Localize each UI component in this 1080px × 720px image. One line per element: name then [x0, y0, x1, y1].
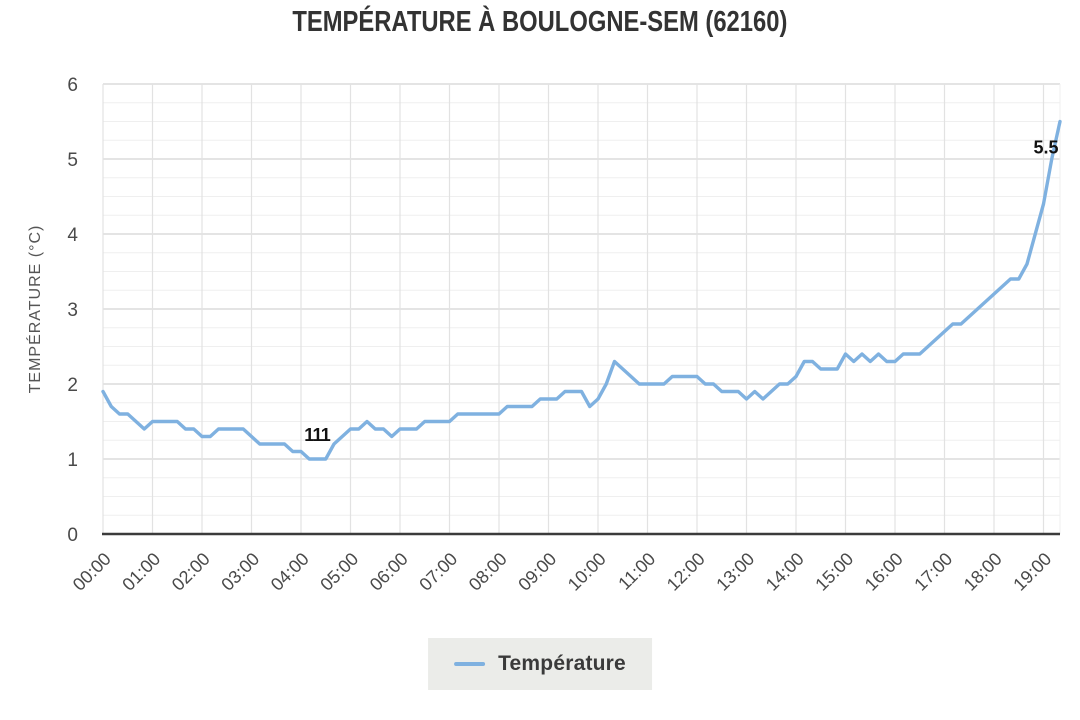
x-axis-tick-labels: 00:00 01:00 02:00 03:00 04:00 05:00 06:00 07:00…	[69, 549, 1055, 595]
x-tick-label: 02:00	[168, 549, 214, 595]
x-tick-label: 08:00	[465, 549, 511, 595]
y-axis-tick-labels: 0 1 2 3 4 5 6	[67, 75, 78, 546]
data-label: 1	[304, 425, 314, 445]
x-tick-label: 06:00	[366, 549, 412, 595]
y-tick-label: 0	[67, 525, 78, 546]
x-tick-label: 18:00	[960, 549, 1006, 595]
x-tick-label: 12:00	[663, 549, 709, 595]
x-tick-label: 19:00	[1009, 549, 1055, 595]
x-tick-label: 10:00	[564, 549, 610, 595]
legend-label: Température	[498, 652, 626, 675]
y-tick-label: 3	[67, 300, 78, 321]
data-label: 1	[321, 425, 331, 445]
chart-title-text: TEMPÉRATURE À BOULOGNE-SEM (62160)	[292, 6, 788, 38]
x-tick-label: 13:00	[712, 549, 758, 595]
x-tick-label: 01:00	[118, 549, 164, 595]
x-tick-label: 00:00	[69, 549, 115, 595]
temperature-line-icon	[454, 662, 486, 666]
x-tick-label: 16:00	[861, 549, 907, 595]
temperature-series-line[interactable]	[101, 119, 1062, 461]
x-tick-label: 17:00	[910, 549, 956, 595]
x-tick-label: 03:00	[217, 549, 263, 595]
y-tick-label: 2	[67, 375, 78, 396]
x-tick-label: 04:00	[267, 549, 313, 595]
data-label: 5.5	[1033, 138, 1058, 158]
data-label: 1	[312, 425, 322, 445]
y-tick-label: 1	[67, 450, 78, 471]
y-tick-label: 5	[67, 150, 78, 171]
chart-legend: Température	[428, 638, 652, 690]
x-tick-label: 09:00	[514, 549, 560, 595]
legend-item-temperature[interactable]: Température	[454, 652, 626, 676]
gridlines	[102, 83, 1061, 534]
x-tick-label: 14:00	[762, 549, 808, 595]
x-tick-label: 05:00	[316, 549, 362, 595]
y-axis-title: TEMPÉRATURE (°C)	[25, 225, 44, 394]
chart-title: TEMPÉRATURE À BOULOGNE-SEM (62160)	[0, 6, 1080, 39]
y-tick-label: 6	[67, 75, 78, 96]
x-tick-label: 07:00	[415, 549, 461, 595]
x-tick-label: 11:00	[614, 549, 659, 594]
y-tick-label: 4	[67, 225, 78, 246]
x-tick-label: 15:00	[811, 549, 857, 595]
data-labels: 111 5.5	[304, 138, 1058, 446]
